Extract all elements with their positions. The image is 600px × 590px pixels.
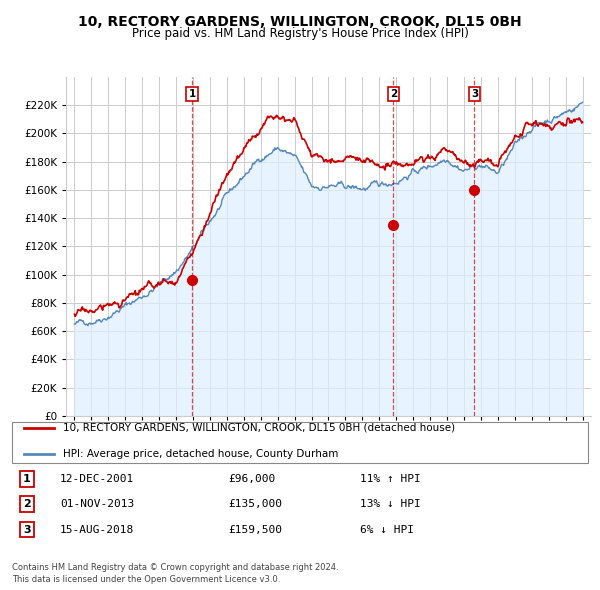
Text: This data is licensed under the Open Government Licence v3.0.: This data is licensed under the Open Gov… [12,575,280,584]
Text: 1: 1 [188,88,196,99]
Text: 15-AUG-2018: 15-AUG-2018 [60,525,134,535]
Text: 10, RECTORY GARDENS, WILLINGTON, CROOK, DL15 0BH: 10, RECTORY GARDENS, WILLINGTON, CROOK, … [78,15,522,29]
Text: 3: 3 [23,525,31,535]
Text: Contains HM Land Registry data © Crown copyright and database right 2024.: Contains HM Land Registry data © Crown c… [12,563,338,572]
Text: 2: 2 [390,88,397,99]
Text: 11% ↑ HPI: 11% ↑ HPI [360,474,421,484]
Text: 01-NOV-2013: 01-NOV-2013 [60,499,134,509]
Text: 3: 3 [471,88,478,99]
Text: HPI: Average price, detached house, County Durham: HPI: Average price, detached house, Coun… [63,450,338,459]
Text: Price paid vs. HM Land Registry's House Price Index (HPI): Price paid vs. HM Land Registry's House … [131,27,469,40]
Text: 2: 2 [23,499,31,509]
Text: 13% ↓ HPI: 13% ↓ HPI [360,499,421,509]
Text: £159,500: £159,500 [228,525,282,535]
Text: £135,000: £135,000 [228,499,282,509]
Text: 1: 1 [23,474,31,484]
Text: £96,000: £96,000 [228,474,275,484]
Text: 10, RECTORY GARDENS, WILLINGTON, CROOK, DL15 0BH (detached house): 10, RECTORY GARDENS, WILLINGTON, CROOK, … [63,423,455,432]
Text: 12-DEC-2001: 12-DEC-2001 [60,474,134,484]
Text: 6% ↓ HPI: 6% ↓ HPI [360,525,414,535]
